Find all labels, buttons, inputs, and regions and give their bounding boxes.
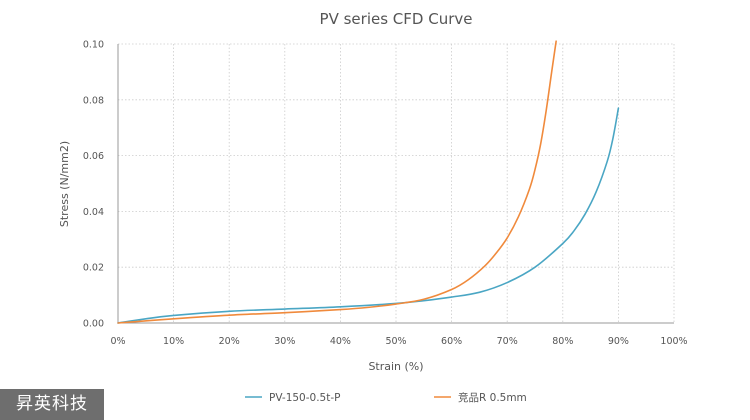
y-axis-label: Stress (N/mm2) xyxy=(58,141,71,227)
y-tick-label: 0.04 xyxy=(83,207,104,218)
y-tick-label: 0.00 xyxy=(83,319,104,330)
legend-label: PV-150-0.5t-P xyxy=(269,392,340,404)
y-tick-labels: 0.00 0.02 0.04 0.06 0.08 0.10 xyxy=(83,40,104,330)
gridlines xyxy=(118,43,675,323)
x-tick-label: 20% xyxy=(219,336,240,347)
company-watermark: 昇英科技 xyxy=(0,389,104,420)
x-tick-label: 30% xyxy=(274,336,295,347)
y-tick-label: 0.02 xyxy=(83,263,104,274)
x-tick-label: 80% xyxy=(552,336,573,347)
x-tick-label: 10% xyxy=(163,336,184,347)
x-tick-label: 50% xyxy=(385,336,406,347)
x-tick-label: 60% xyxy=(441,336,462,347)
legend: PV-150-0.5t-P 竞品R 0.5mm xyxy=(245,391,527,404)
x-tick-label: 0% xyxy=(110,336,125,347)
chart-title: PV series CFD Curve xyxy=(320,10,473,28)
x-tick-label: 100% xyxy=(660,336,687,347)
series-line-2 xyxy=(117,40,557,324)
series-line-1 xyxy=(117,107,620,324)
y-tick-label: 0.06 xyxy=(83,151,104,162)
x-axis-label: Strain (%) xyxy=(368,360,423,373)
series-lines xyxy=(117,40,620,324)
axes xyxy=(117,44,674,324)
x-tick-label: 90% xyxy=(608,336,629,347)
x-tick-label: 40% xyxy=(330,336,351,347)
y-tick-label: 0.08 xyxy=(83,95,104,106)
y-tick-label: 0.10 xyxy=(83,40,104,51)
x-tick-labels: 0% 10% 20% 30% 40% 50% 60% 70% 80% 90% 100% xyxy=(110,336,687,347)
x-tick-label: 70% xyxy=(497,336,518,347)
legend-label: 竞品R 0.5mm xyxy=(458,391,527,404)
